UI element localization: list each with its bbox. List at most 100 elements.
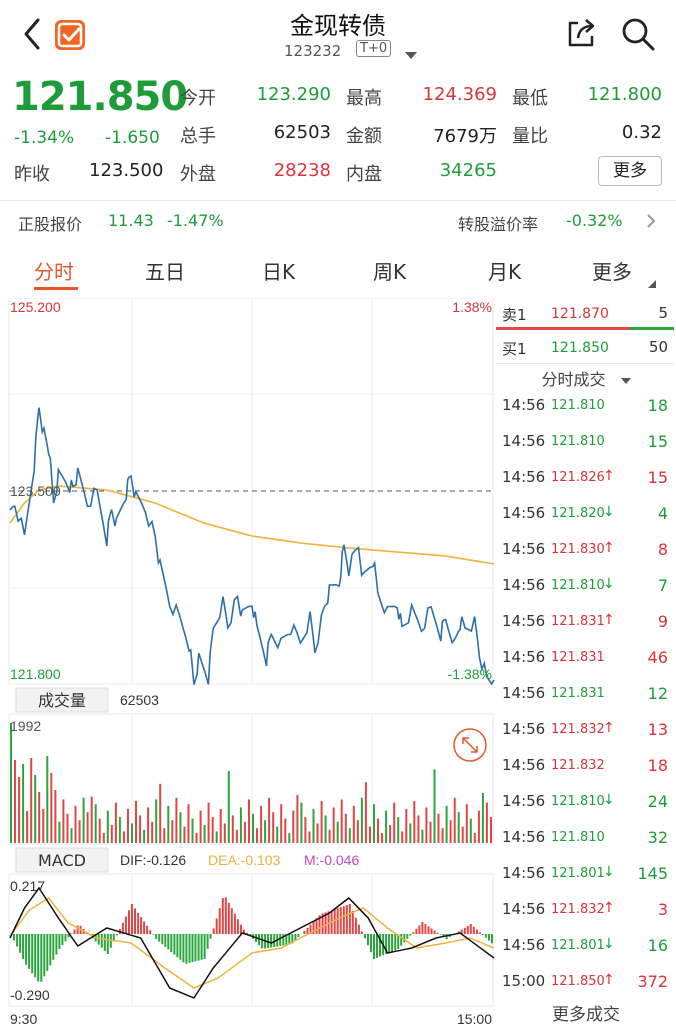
volume-bar xyxy=(243,821,246,843)
macd-bar xyxy=(236,919,239,934)
high-label: 最高 xyxy=(346,88,382,109)
trade-time: 14:56 xyxy=(502,432,546,450)
volume-bar xyxy=(26,811,29,843)
tab-more-triangle-icon xyxy=(648,273,656,292)
macd-bar xyxy=(143,921,146,934)
trade-price: 121.830 xyxy=(551,542,605,557)
macd-bar xyxy=(394,934,397,951)
trade-price: 121.810 xyxy=(551,830,605,845)
trade-row: 14:56 121.830 ↑ 8 xyxy=(496,532,674,568)
volume-bar xyxy=(340,799,343,843)
tab-monthly-k[interactable]: 月K xyxy=(488,260,522,284)
volume-bar xyxy=(195,833,198,843)
security-code: 123232 xyxy=(284,42,342,60)
volume-bar xyxy=(187,804,190,843)
macd-bar xyxy=(421,922,424,934)
ask-row[interactable]: 卖1 121.870 5 xyxy=(496,298,674,330)
premium-row[interactable]: 正股报价 11.43 -1.47% 转股溢价率 -0.32% xyxy=(0,203,676,239)
volume-bar xyxy=(364,782,367,843)
quote-panel: 121.850 -1.34% -1.650 昨收 123.500 今开 123.… xyxy=(0,74,676,202)
bid-price: 121.850 xyxy=(551,340,609,356)
volume-bar xyxy=(324,815,327,843)
volume-bar xyxy=(14,760,16,843)
macd-bar xyxy=(28,934,31,969)
low-label: 最低 xyxy=(512,88,548,109)
tab-daily-k[interactable]: 日K xyxy=(262,260,296,284)
trades-header[interactable]: 分时成交 xyxy=(496,366,676,390)
volume-bar xyxy=(300,802,303,843)
trade-price: 121.832 xyxy=(551,758,605,773)
volume-bar xyxy=(211,817,214,843)
checkmark-badge-icon[interactable] xyxy=(55,20,85,50)
macd-bar xyxy=(227,902,230,934)
trade-price: 121.801 xyxy=(551,938,605,953)
trade-volume: 4 xyxy=(657,504,668,523)
trade-row: 14:56 121.801 ↓ 16 xyxy=(496,928,674,964)
macd-bar xyxy=(131,904,133,934)
expand-chart-button[interactable] xyxy=(453,728,487,762)
volume-bar xyxy=(485,802,488,843)
volume-bar xyxy=(248,799,250,843)
volume-bar xyxy=(296,795,299,843)
trade-volume: 3 xyxy=(657,900,668,919)
open-label: 今开 xyxy=(180,88,216,109)
volume-bar xyxy=(441,828,444,843)
volume-bar xyxy=(469,818,472,843)
macd-bar xyxy=(182,934,185,963)
volume-bar xyxy=(199,810,202,843)
volume-bar xyxy=(54,790,57,843)
tab-five-day[interactable]: 五日 xyxy=(145,260,185,284)
volume-bar xyxy=(231,815,234,843)
macd-bar xyxy=(176,934,179,958)
volume-bar xyxy=(183,826,186,843)
trade-volume: 15 xyxy=(647,468,668,487)
trade-volume: 13 xyxy=(647,720,668,739)
macd-bar xyxy=(336,908,339,934)
macd-bar xyxy=(67,934,70,938)
trade-time: 14:56 xyxy=(502,396,546,414)
tab-more[interactable]: 更多 xyxy=(592,260,632,284)
macd-bar xyxy=(363,934,366,939)
trade-row: 14:56 121.810 32 xyxy=(496,820,674,856)
macd-dea: DEA:-0.103 xyxy=(208,852,281,868)
page-title: 金现转债 xyxy=(290,12,386,40)
macd-bar xyxy=(46,934,49,971)
tab-intraday[interactable]: 分时 xyxy=(34,260,74,284)
volume-bar xyxy=(393,802,396,843)
macd-bar xyxy=(73,929,76,934)
volume-bar xyxy=(159,783,162,843)
volume-bar xyxy=(433,769,436,843)
volume-bar xyxy=(268,797,271,843)
trade-price: 121.832 xyxy=(551,902,605,917)
code-dropdown-icon[interactable] xyxy=(404,46,418,65)
volume-bar xyxy=(155,799,158,843)
bid-row[interactable]: 买1 121.850 50 xyxy=(496,332,674,364)
share-button[interactable] xyxy=(564,16,598,50)
trades-title: 分时成交 xyxy=(541,370,606,389)
volume-panel-frame xyxy=(8,713,494,845)
back-button[interactable] xyxy=(18,16,48,52)
tab-weekly-k[interactable]: 周K xyxy=(373,260,407,284)
more-trades-button[interactable]: 更多成交 xyxy=(552,1005,620,1025)
volume-bar xyxy=(320,801,323,843)
intraday-chart[interactable]: 125.200 1.38% 123.500 121.800 -1.38% 成交量… xyxy=(8,298,495,1030)
search-button[interactable] xyxy=(620,16,656,52)
volume-bar xyxy=(18,777,21,843)
macd-bar xyxy=(149,930,152,935)
ask-volume: 5 xyxy=(658,304,668,322)
volume-bar xyxy=(219,809,222,843)
volume-bar xyxy=(143,829,146,843)
macd-bar xyxy=(439,934,442,935)
macd-bar xyxy=(484,934,487,938)
more-quote-button[interactable]: 更多 xyxy=(598,156,662,186)
active-tab-indicator xyxy=(34,287,78,290)
macd-bar xyxy=(170,934,173,952)
trade-price: 121.831 xyxy=(551,686,605,701)
volume-bar xyxy=(114,802,117,843)
volume-bar xyxy=(292,810,295,843)
pct-max-label: 1.38% xyxy=(452,299,492,315)
trade-row: 14:56 121.810 ↓ 7 xyxy=(496,568,674,604)
price-line xyxy=(9,407,495,686)
trade-row: 14:56 121.801 ↓ 145 xyxy=(496,856,674,892)
chevron-right-icon[interactable] xyxy=(646,213,656,233)
